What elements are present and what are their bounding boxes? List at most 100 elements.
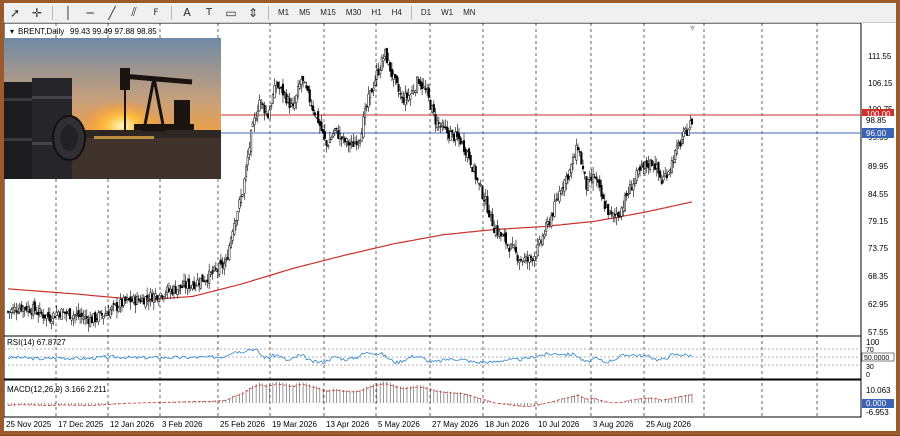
candle-body (571, 156, 575, 165)
candle-body (457, 133, 461, 140)
candle-body (417, 78, 420, 84)
timeframe-m5[interactable]: M5 (299, 8, 311, 17)
candle-body (397, 84, 400, 92)
candle-body (268, 109, 271, 120)
timeframe-m1[interactable]: M1 (278, 8, 290, 17)
candle-body (400, 96, 404, 99)
candle-body (360, 133, 363, 142)
horizontal-line-icon[interactable]: ─ (86, 5, 94, 20)
candle-body (467, 148, 471, 159)
candle-body (17, 311, 20, 314)
timeframe-m15[interactable]: M15 (320, 8, 336, 17)
candle-body (231, 231, 234, 241)
candle-body (50, 320, 53, 324)
candle-body (409, 94, 412, 100)
candle-body (203, 280, 206, 283)
fibonacci-icon[interactable]: F (153, 7, 159, 18)
candle-body (454, 131, 457, 140)
candle-body (407, 95, 410, 101)
candle-body (8, 311, 11, 314)
candle-body (498, 230, 501, 237)
shift-marker-icon[interactable]: ▼ (688, 23, 697, 33)
candle-body (266, 113, 269, 118)
macd-pane-border (3, 379, 862, 418)
candle-body (325, 140, 328, 146)
symbol-dropdown-icon[interactable]: ▾ (10, 27, 14, 36)
trendline-icon[interactable]: ╱ (108, 5, 116, 20)
candle-body (516, 255, 519, 262)
candle-body (214, 268, 217, 270)
candle-body (478, 182, 481, 185)
candle-body (134, 296, 137, 306)
candle-body (172, 285, 176, 294)
text-icon[interactable]: A (183, 6, 191, 19)
candle-body (102, 316, 105, 319)
candle-body (575, 145, 578, 161)
timeframe-h1[interactable]: H1 (371, 8, 382, 17)
candle-body (152, 293, 155, 303)
label-icon[interactable]: T (205, 7, 213, 18)
candle-body (119, 299, 122, 308)
candle-body (533, 255, 536, 261)
candle-body (313, 112, 316, 116)
candle-body (657, 162, 660, 174)
candle-body (94, 312, 97, 322)
candle-body (27, 306, 30, 312)
candle-body (251, 122, 254, 127)
candle-body (167, 288, 170, 292)
timeframe-mn[interactable]: MN (463, 8, 476, 17)
candle-body (181, 286, 184, 288)
toolbar: ➚ ✛ │ ─ ╱ ⫽ F A T ▭ ⇕ M1 M5 M15 M30 H1 H… (4, 3, 896, 23)
candle-body (236, 211, 239, 221)
candle-body (275, 85, 278, 89)
candle-body (548, 221, 551, 225)
price-tick: 57.55 (868, 328, 889, 337)
timeframe-h4[interactable]: H4 (391, 8, 402, 17)
candle-body (250, 129, 253, 152)
timeframe-w1[interactable]: W1 (441, 8, 454, 17)
candle-body (550, 215, 553, 227)
candle-body (605, 205, 608, 208)
cursor-icon[interactable]: ➚ (9, 5, 21, 20)
candle-body (343, 138, 347, 143)
candle-body (593, 176, 596, 179)
shapes-icon[interactable]: ▭ (225, 5, 237, 20)
date-tick: 5 May 2026 (378, 420, 420, 429)
candle-body (169, 288, 172, 292)
candle-body (337, 130, 340, 139)
crosshair-icon[interactable]: ✛ (31, 5, 43, 20)
arrows-icon[interactable]: ⇕ (247, 5, 259, 20)
current-price-tag (862, 116, 894, 125)
candle-body (466, 151, 469, 159)
candle-body (204, 280, 207, 282)
candle-body (193, 281, 196, 289)
candle-body (104, 313, 107, 317)
candle-body (419, 80, 422, 87)
candle-body (622, 207, 625, 212)
chart-area[interactable]: ▾ BRENT,Daily 99.43 99.49 97.88 98.85 ▼ … (3, 22, 896, 431)
channel-icon[interactable]: ⫽ (131, 5, 137, 19)
candle-body (208, 270, 211, 284)
candle-body (476, 177, 479, 181)
toolbar-separator (52, 5, 53, 20)
timeframe-m30[interactable]: M30 (345, 8, 362, 17)
candle-body (281, 83, 284, 96)
candle-body (416, 76, 419, 93)
candle-body (535, 256, 538, 259)
candle-body (669, 169, 672, 171)
candle-body (338, 133, 341, 139)
candle-body (389, 62, 392, 72)
vertical-line-icon[interactable]: │ (64, 5, 72, 20)
candle-body (608, 210, 611, 213)
candle-body (100, 312, 103, 316)
macd-tick: 0.000 (866, 399, 887, 408)
candle-body (617, 212, 620, 217)
candle-body (278, 87, 281, 90)
candle-body (483, 200, 486, 202)
candle-body (531, 258, 534, 262)
candle-body (431, 105, 434, 113)
timeframe-d1[interactable]: D1 (420, 8, 432, 17)
candle-body (84, 315, 87, 320)
candle-body (23, 307, 26, 310)
